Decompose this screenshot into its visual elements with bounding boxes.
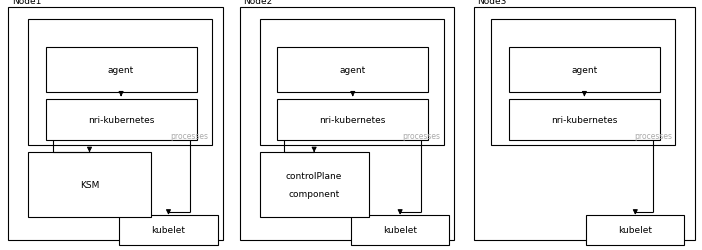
Bar xyxy=(509,48,660,92)
Bar xyxy=(491,20,675,145)
Text: agent: agent xyxy=(340,66,366,74)
Bar xyxy=(260,152,369,218)
Bar xyxy=(586,215,684,245)
Bar xyxy=(8,8,223,240)
Text: component: component xyxy=(289,189,340,198)
Bar xyxy=(277,100,428,140)
Bar xyxy=(260,20,444,145)
Bar xyxy=(351,215,449,245)
Text: Node1: Node1 xyxy=(12,0,41,6)
Text: controlPlane: controlPlane xyxy=(286,172,343,181)
Text: kubelet: kubelet xyxy=(618,226,652,234)
Bar xyxy=(119,215,218,245)
Text: Node3: Node3 xyxy=(477,0,507,6)
Text: nri-kubernetes: nri-kubernetes xyxy=(319,116,386,124)
Bar xyxy=(277,48,428,92)
Bar xyxy=(28,20,212,145)
Text: agent: agent xyxy=(108,66,134,74)
Text: processes: processes xyxy=(402,131,440,140)
Text: nri-kubernetes: nri-kubernetes xyxy=(88,116,154,124)
Bar xyxy=(240,8,454,240)
Text: nri-kubernetes: nri-kubernetes xyxy=(551,116,618,124)
Bar xyxy=(28,152,151,218)
Text: processes: processes xyxy=(171,131,208,140)
Text: agent: agent xyxy=(571,66,597,74)
Text: kubelet: kubelet xyxy=(383,226,417,234)
Bar xyxy=(509,100,660,140)
Bar xyxy=(46,100,197,140)
Text: Node2: Node2 xyxy=(244,0,273,6)
Text: processes: processes xyxy=(634,131,672,140)
Text: KSM: KSM xyxy=(80,180,99,190)
Bar xyxy=(474,8,695,240)
Text: kubelet: kubelet xyxy=(152,226,185,234)
Bar xyxy=(46,48,197,92)
